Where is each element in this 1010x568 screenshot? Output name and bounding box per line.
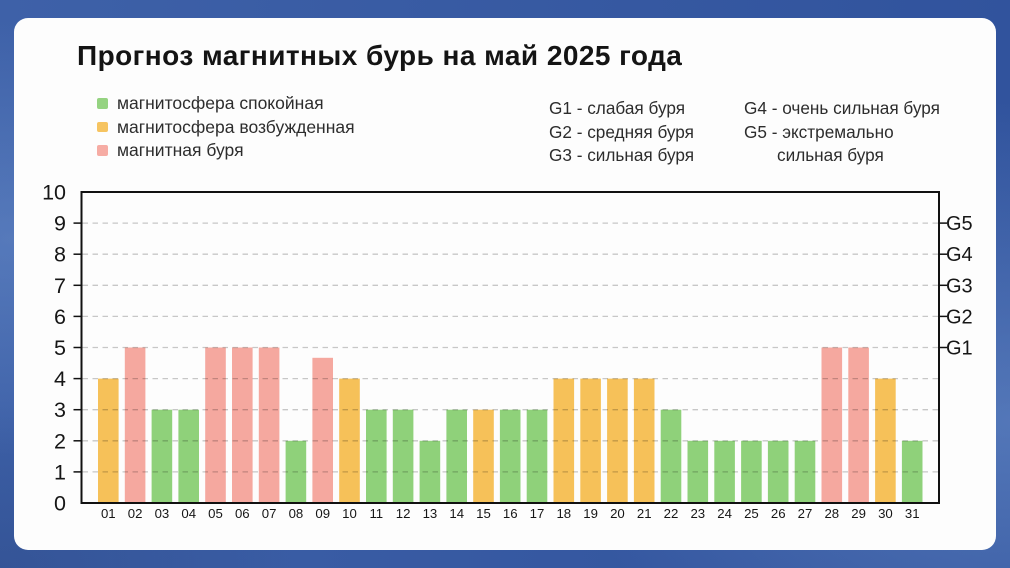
svg-text:08: 08	[289, 506, 304, 521]
svg-text:18: 18	[556, 506, 571, 521]
svg-text:12: 12	[396, 506, 411, 521]
svg-text:20: 20	[610, 506, 625, 521]
svg-text:09: 09	[315, 506, 330, 521]
svg-text:15: 15	[476, 506, 491, 521]
svg-text:02: 02	[128, 506, 143, 521]
svg-text:03: 03	[155, 506, 170, 521]
svg-text:1: 1	[54, 460, 66, 484]
svg-text:01: 01	[101, 506, 116, 521]
svg-text:30: 30	[878, 506, 893, 521]
svg-text:5: 5	[54, 336, 66, 360]
svg-text:4: 4	[54, 367, 66, 391]
svg-text:G1: G1	[946, 338, 973, 360]
svg-text:16: 16	[503, 506, 518, 521]
svg-text:9: 9	[54, 212, 66, 236]
svg-text:10: 10	[42, 181, 66, 205]
svg-text:31: 31	[905, 506, 920, 521]
svg-text:24: 24	[717, 506, 732, 521]
svg-text:05: 05	[208, 506, 223, 521]
svg-text:11: 11	[369, 506, 383, 521]
svg-text:7: 7	[54, 274, 66, 298]
svg-text:25: 25	[744, 506, 759, 521]
svg-text:19: 19	[583, 506, 598, 521]
svg-text:17: 17	[530, 506, 545, 521]
svg-text:23: 23	[690, 506, 705, 521]
svg-text:27: 27	[798, 506, 813, 521]
svg-text:21: 21	[637, 506, 652, 521]
svg-text:G4: G4	[946, 244, 973, 266]
svg-text:8: 8	[54, 243, 66, 267]
svg-text:04: 04	[181, 506, 196, 521]
svg-text:G2: G2	[946, 306, 973, 328]
svg-text:G5: G5	[946, 213, 973, 235]
svg-text:29: 29	[851, 506, 866, 521]
svg-text:0: 0	[54, 492, 66, 516]
svg-text:28: 28	[824, 506, 839, 521]
svg-text:13: 13	[423, 506, 438, 521]
svg-text:07: 07	[262, 506, 277, 521]
svg-text:06: 06	[235, 506, 250, 521]
svg-text:2: 2	[54, 429, 66, 453]
svg-text:14: 14	[449, 506, 464, 521]
svg-text:3: 3	[54, 398, 66, 422]
svg-text:26: 26	[771, 506, 786, 521]
svg-text:6: 6	[54, 305, 66, 329]
svg-text:G3: G3	[946, 275, 973, 297]
svg-text:22: 22	[664, 506, 679, 521]
svg-text:10: 10	[342, 506, 357, 521]
